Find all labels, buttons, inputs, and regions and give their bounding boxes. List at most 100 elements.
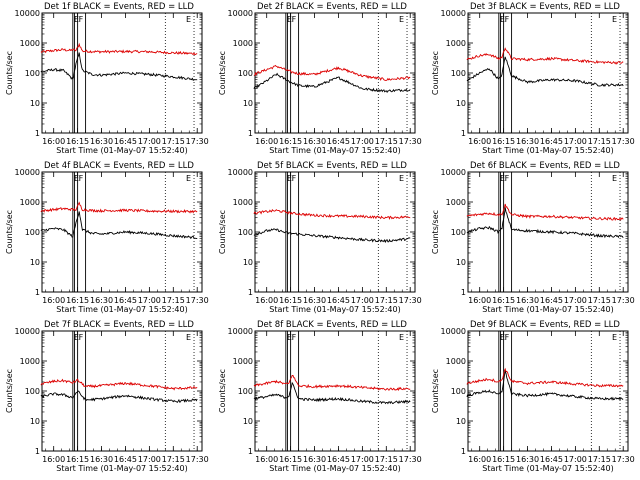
x-tick-label: 16:15: [66, 455, 89, 464]
x-tick-label: 16:45: [327, 296, 350, 305]
y-tick-label: 100: [25, 69, 40, 78]
events-trace: [253, 228, 411, 244]
interval-marker: F: [505, 174, 510, 183]
plot-frame: [41, 171, 203, 293]
x-tick-label: 17:30: [612, 455, 635, 464]
y-axis-label: Counts/sec: [218, 210, 227, 254]
x-axis-label: Start Time (01-May-07 15:52:40): [56, 305, 187, 314]
y-tick-label: 10: [30, 258, 40, 267]
interval-marker: F: [292, 174, 297, 183]
interval-marker: E: [186, 174, 191, 183]
y-tick-label: 1000: [20, 357, 40, 366]
x-axis-label: Start Time (01-May-07 15:52:40): [269, 305, 400, 314]
x-tick-label: 17:15: [375, 455, 398, 464]
interval-marker: E: [399, 174, 404, 183]
x-tick-label: 17:00: [564, 455, 587, 464]
y-tick-label: 10000: [441, 9, 466, 18]
lld-trace: [253, 375, 411, 392]
y-tick-label: 10000: [441, 168, 466, 177]
events-trace: [253, 381, 411, 405]
y-tick-label: 10: [30, 99, 40, 108]
y-tick-label: 1: [248, 447, 253, 456]
x-tick-label: 16:30: [90, 296, 113, 305]
events-trace: [466, 207, 624, 239]
x-tick-label: 16:00: [42, 296, 65, 305]
interval-marker: E: [612, 15, 617, 24]
panel-title: Det 8f BLACK = Events, RED = LLD: [257, 320, 407, 330]
y-axis-label: Counts/sec: [218, 369, 227, 413]
y-tick-label: 1000: [446, 198, 466, 207]
lld-trace: [40, 201, 198, 214]
interval-marker: E: [500, 333, 505, 342]
x-tick-label: 16:00: [255, 296, 278, 305]
interval-marker: F: [292, 333, 297, 342]
y-tick-label: 1000: [233, 198, 253, 207]
plot-frame: [254, 12, 416, 134]
y-tick-label: 1: [35, 129, 40, 138]
x-tick-label: 16:45: [540, 137, 563, 146]
x-tick-label: 16:45: [327, 455, 350, 464]
y-axis-label: Counts/sec: [5, 210, 14, 254]
interval-marker: E: [399, 15, 404, 24]
y-tick-label: 1: [461, 447, 466, 456]
panel-title: Det 9f BLACK = Events, RED = LLD: [470, 320, 620, 330]
plot-frame: [467, 330, 629, 452]
interval-marker: E: [500, 174, 505, 183]
panel-7: Det 7f BLACK = Events, RED = LLD 1 10 100 10…: [5, 320, 209, 473]
x-tick-label: 16:30: [516, 296, 539, 305]
x-axis-label: Start Time (01-May-07 15:52:40): [56, 146, 187, 155]
x-tick-label: 16:15: [492, 137, 515, 146]
events-trace: [40, 211, 198, 240]
y-tick-label: 10: [243, 99, 253, 108]
y-tick-label: 10: [456, 99, 466, 108]
x-tick-label: 16:30: [90, 137, 113, 146]
x-tick-label: 17:15: [588, 455, 611, 464]
x-tick-label: 16:00: [255, 455, 278, 464]
events-trace: [40, 52, 198, 81]
x-tick-label: 16:30: [516, 455, 539, 464]
y-tick-label: 1000: [446, 357, 466, 366]
plot-frame: [254, 171, 416, 293]
panel-title: Det 3f BLACK = Events, RED = LLD: [470, 2, 620, 12]
lld-trace: [253, 64, 411, 82]
lld-trace: [40, 378, 198, 391]
panel-5: Det 5f BLACK = Events, RED = LLD 1 10 100 10…: [218, 161, 422, 314]
y-axis-label: Counts/sec: [431, 51, 440, 95]
x-tick-label: 16:15: [279, 137, 302, 146]
interval-marker: E: [74, 15, 79, 24]
y-tick-label: 10: [30, 417, 40, 426]
interval-marker: F: [79, 15, 84, 24]
interval-marker: E: [186, 333, 191, 342]
x-tick-label: 17:15: [162, 137, 185, 146]
x-tick-label: 17:00: [138, 296, 161, 305]
x-tick-label: 17:00: [351, 296, 374, 305]
y-tick-label: 10000: [15, 9, 40, 18]
y-tick-label: 10000: [15, 327, 40, 336]
x-tick-label: 16:15: [279, 455, 302, 464]
x-tick-label: 16:30: [303, 455, 326, 464]
y-tick-label: 1000: [20, 198, 40, 207]
y-axis-label: Counts/sec: [431, 210, 440, 254]
x-axis-label: Start Time (01-May-07 15:52:40): [56, 464, 187, 473]
interval-marker: F: [79, 174, 84, 183]
panel-3: Det 3f BLACK = Events, RED = LLD 1 10 100 10…: [431, 2, 635, 155]
y-tick-label: 10: [456, 258, 466, 267]
lld-trace: [40, 42, 198, 56]
x-tick-label: 16:45: [114, 296, 137, 305]
x-tick-label: 17:00: [564, 296, 587, 305]
x-tick-label: 16:45: [114, 137, 137, 146]
panel-1: Det 1f BLACK = Events, RED = LLD 1 10 100 10…: [5, 2, 209, 155]
x-tick-label: 16:30: [516, 137, 539, 146]
events-trace: [40, 390, 198, 404]
y-tick-label: 1: [248, 288, 253, 297]
x-tick-label: 17:30: [612, 137, 635, 146]
y-tick-label: 10000: [228, 9, 253, 18]
panel-title: Det 7f BLACK = Events, RED = LLD: [44, 320, 194, 330]
x-tick-label: 17:15: [588, 296, 611, 305]
interval-marker: E: [287, 174, 292, 183]
y-tick-label: 100: [238, 69, 253, 78]
x-tick-label: 16:30: [303, 137, 326, 146]
y-tick-label: 10: [243, 417, 253, 426]
panel-8: Det 8f BLACK = Events, RED = LLD 1 10 100 10…: [218, 320, 422, 473]
y-axis-label: Counts/sec: [5, 369, 14, 413]
